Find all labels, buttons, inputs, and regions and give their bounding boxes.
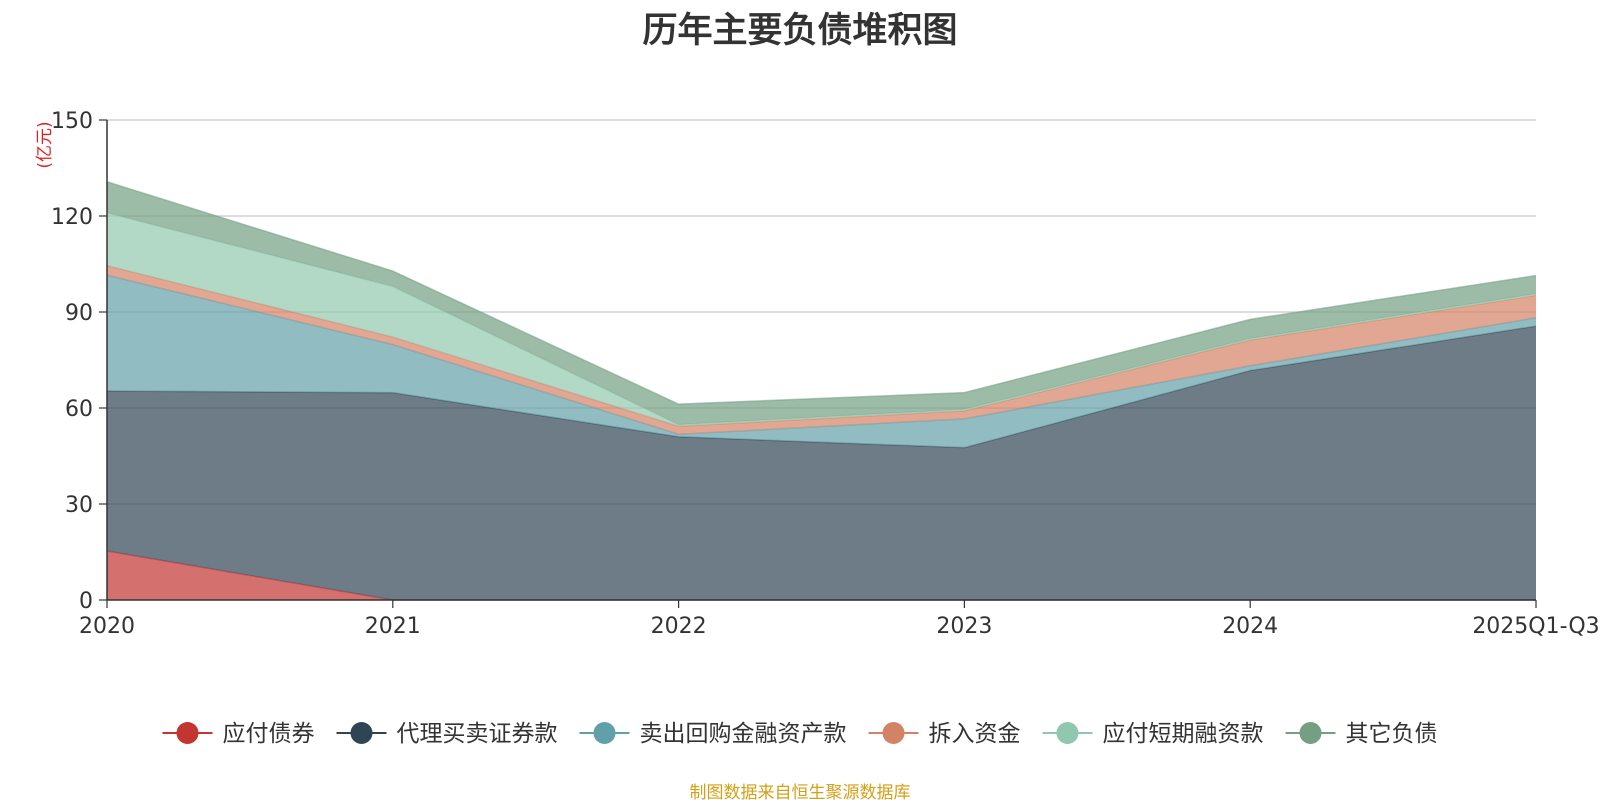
legend-marker [1056, 722, 1079, 744]
x-tick-label: 2025Q1-Q3 [1472, 614, 1599, 639]
legend-item-3[interactable]: 拆入资金 [868, 721, 1021, 747]
legend-marker [350, 722, 373, 744]
legend-marker [176, 722, 199, 744]
legend-label: 代理买卖证券款 [397, 721, 558, 747]
legend-label: 应付债券 [223, 721, 315, 747]
legend-item-0[interactable]: 应付债券 [162, 721, 315, 747]
legend-item-2[interactable]: 卖出回购金融资产款 [579, 721, 847, 747]
area-series-3[interactable] [107, 265, 1536, 435]
legend-marker [593, 722, 616, 744]
y-tick-label: 0 [79, 589, 93, 614]
y-tick-label: 60 [65, 397, 93, 422]
area-series-4[interactable] [107, 212, 1536, 427]
x-tick-label: 2024 [1222, 614, 1278, 639]
y-unit-label: (亿元) [35, 121, 55, 168]
x-tick-label: 2020 [79, 614, 135, 639]
legend-marker [1299, 722, 1322, 744]
series-line-5 [106, 181, 1537, 405]
tick-labels: 0 30 60 90 120 150 2020 2021 2022 2023 2024 2025Q1-… [51, 109, 1600, 639]
x-tick-label: 2021 [365, 614, 421, 639]
area-series-2[interactable] [107, 275, 1536, 448]
area-series-1[interactable] [107, 326, 1536, 600]
y-tick-label: 120 [51, 205, 93, 230]
legend-item-1[interactable]: 代理买卖证券款 [336, 721, 558, 747]
legend-marker [882, 722, 905, 744]
legend-label: 卖出回购金融资产款 [640, 721, 847, 747]
legend: 应付债券 代理买卖证券款 卖出回购金融资产款 拆入资金 应付短期融资款 其它负债 [162, 721, 1438, 747]
x-tick-label: 2022 [651, 614, 707, 639]
area-series-group [106, 181, 1537, 601]
axes [106, 120, 1536, 601]
x-tick-label: 2023 [936, 614, 992, 639]
legend-item-4[interactable]: 应付短期融资款 [1042, 721, 1264, 747]
y-tick-label: 30 [65, 493, 93, 518]
legend-label: 拆入资金 [929, 721, 1021, 747]
source-note: 制图数据来自恒生聚源数据库 [689, 783, 911, 803]
legend-label: 其它负债 [1346, 721, 1438, 747]
legend-label: 应付短期融资款 [1103, 721, 1264, 747]
y-tick-label: 90 [65, 301, 93, 326]
y-tick-label: 150 [51, 109, 93, 134]
legend-item-5[interactable]: 其它负债 [1285, 721, 1438, 747]
area-series-0[interactable] [107, 551, 1536, 600]
chart-title: 历年主要负债堆积图 [642, 11, 958, 51]
